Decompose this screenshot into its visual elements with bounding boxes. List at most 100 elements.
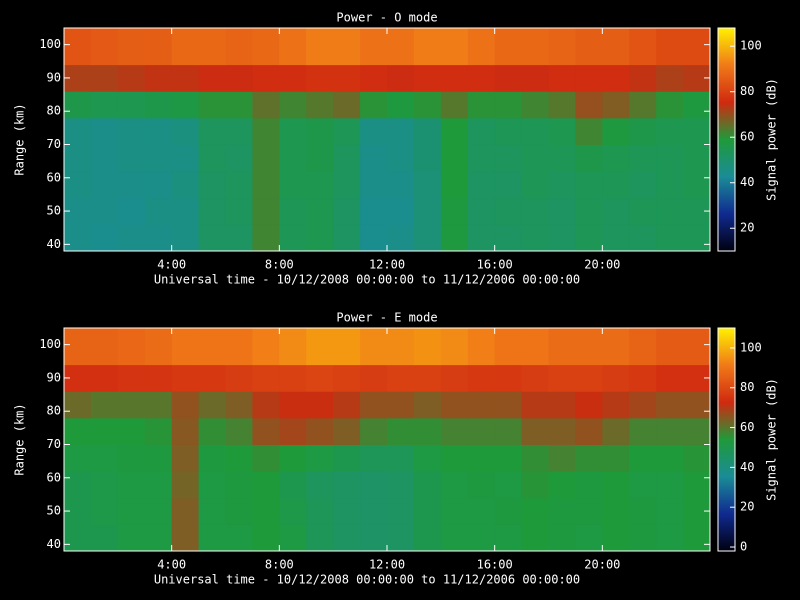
heatmap-cell xyxy=(225,391,253,419)
heatmap-cell xyxy=(387,328,415,366)
heatmap-cell xyxy=(90,224,119,252)
heatmap-cell xyxy=(656,328,684,366)
heatmap-cell xyxy=(629,391,657,419)
heatmap-cell xyxy=(252,28,280,66)
heatmap-cell xyxy=(117,497,146,525)
y-tick-label: 100 xyxy=(39,337,61,351)
heatmap-cell xyxy=(413,28,442,66)
x-tick-label: 4:00 xyxy=(157,558,186,572)
heatmap-cell xyxy=(521,328,549,366)
heatmap-cell xyxy=(225,144,253,172)
heatmap-cell xyxy=(333,524,361,552)
heatmap-cell xyxy=(440,497,469,525)
heatmap-cell xyxy=(144,28,173,66)
heatmap-cell xyxy=(575,197,603,225)
heatmap-cell xyxy=(683,224,711,252)
heatmap-cell xyxy=(360,497,388,525)
heatmap-cell xyxy=(656,197,684,225)
heatmap-cell xyxy=(171,197,200,225)
heatmap-cell xyxy=(629,117,657,145)
heatmap-cell xyxy=(306,497,334,525)
heatmap-cell xyxy=(333,171,361,199)
heatmap-cell xyxy=(521,197,549,225)
heatmap-cell xyxy=(117,224,146,252)
heatmap-cell xyxy=(90,171,119,199)
y-tick-label: 70 xyxy=(47,137,61,151)
heatmap-cell xyxy=(117,197,146,225)
chart-title: Power - E mode xyxy=(336,311,437,325)
heatmap-cell xyxy=(360,364,388,392)
heatmap-cell xyxy=(333,471,361,499)
heatmap-cell xyxy=(521,444,549,472)
heatmap-cell xyxy=(90,64,119,92)
heatmap-cell xyxy=(602,91,630,119)
heatmap-cell xyxy=(575,171,603,199)
heatmap-cell xyxy=(198,328,226,366)
heatmap-cell xyxy=(90,91,119,119)
heatmap-cell xyxy=(656,417,684,445)
heatmap-cell xyxy=(144,171,173,199)
heatmap-cell xyxy=(144,328,173,366)
heatmap-cell xyxy=(521,471,549,499)
heatmap-cell xyxy=(440,391,469,419)
heatmap-cell xyxy=(629,471,657,499)
heatmap-cell xyxy=(64,471,92,499)
heatmap-cell xyxy=(440,64,469,92)
heatmap-cell xyxy=(198,224,226,252)
heatmap-cell xyxy=(440,197,469,225)
y-tick-label: 70 xyxy=(47,437,61,451)
heatmap-cell xyxy=(683,444,711,472)
heatmap-cell xyxy=(602,444,630,472)
heatmap-cell xyxy=(521,497,549,525)
heatmap-cell xyxy=(144,64,173,92)
colorbar-label: Signal power (dB) xyxy=(765,78,779,201)
x-tick-label: 12:00 xyxy=(369,558,405,572)
heatmap-cell xyxy=(90,417,119,445)
heatmap-cell xyxy=(360,91,388,119)
heatmap-cell xyxy=(521,144,549,172)
heatmap-cell xyxy=(387,391,415,419)
colorbar-tick-label: 60 xyxy=(740,420,754,434)
heatmap-cell xyxy=(225,417,253,445)
heatmap-cell xyxy=(548,64,576,92)
heatmap-cell xyxy=(144,91,173,119)
heatmap-cell xyxy=(117,524,146,552)
heatmap-cell xyxy=(171,144,200,172)
heatmap-cell xyxy=(144,117,173,145)
heatmap-cell xyxy=(117,328,146,366)
heatmap-cell xyxy=(306,224,334,252)
heatmap-cell xyxy=(440,117,469,145)
heatmap-cell xyxy=(144,417,173,445)
heatmap-cell xyxy=(467,117,496,145)
heatmap-cell xyxy=(575,524,603,552)
colorbar-tick-label: 40 xyxy=(740,175,754,189)
x-tick-label: 8:00 xyxy=(265,558,294,572)
heatmap-cell xyxy=(252,524,280,552)
heatmap-cell xyxy=(548,91,576,119)
heatmap-cell xyxy=(198,471,226,499)
heatmap-cell xyxy=(198,91,226,119)
heatmap-cell xyxy=(413,224,442,252)
heatmap-cell xyxy=(306,171,334,199)
heatmap-cell xyxy=(64,391,92,419)
heatmap-cell xyxy=(171,171,200,199)
heatmap-cell xyxy=(279,117,307,145)
heatmap-cell xyxy=(279,444,307,472)
heatmap-cell xyxy=(413,144,442,172)
heatmap-cell xyxy=(440,224,469,252)
heatmap-cell xyxy=(333,497,361,525)
heatmap-cell xyxy=(198,64,226,92)
heatmap-cell xyxy=(90,391,119,419)
heatmap-cell xyxy=(171,328,200,366)
heatmap-cell xyxy=(521,524,549,552)
heatmap-cell xyxy=(306,28,334,66)
heatmap-cell xyxy=(413,444,442,472)
heatmap-cell xyxy=(413,328,442,366)
heatmap-cell xyxy=(656,117,684,145)
heatmap-cell xyxy=(252,64,280,92)
heatmap-cell xyxy=(252,444,280,472)
heatmap-cell xyxy=(494,171,523,199)
heatmap-cell xyxy=(494,524,523,552)
heatmap-cell xyxy=(64,171,92,199)
